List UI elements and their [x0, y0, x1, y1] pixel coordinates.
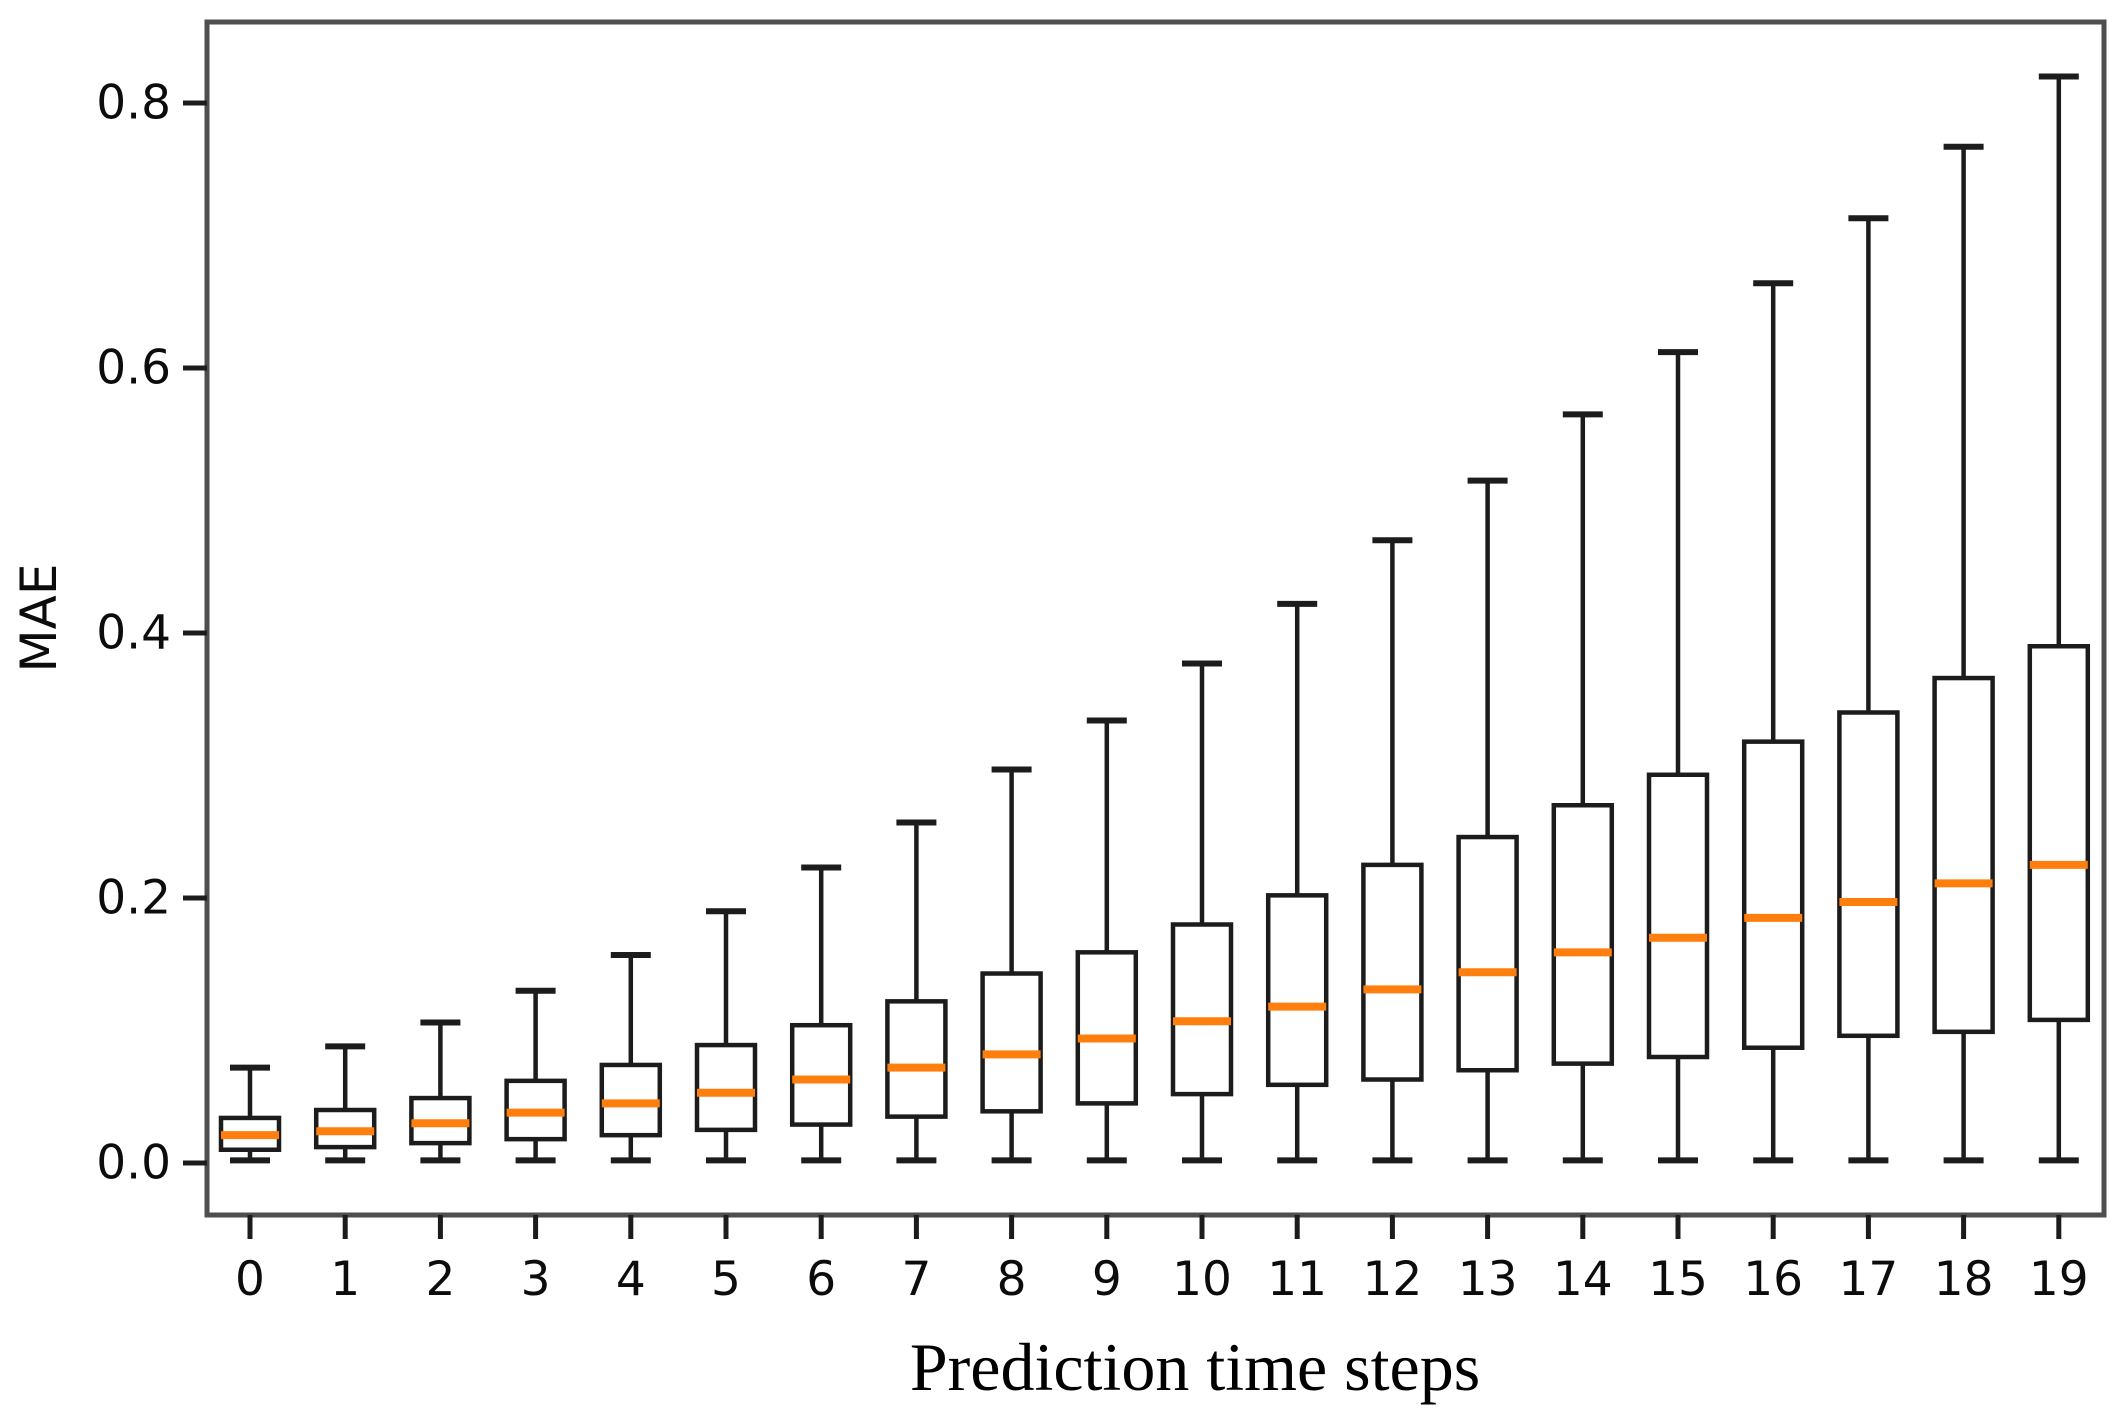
x-tick-label: 0: [235, 1252, 265, 1307]
x-tick-label: 2: [425, 1252, 455, 1307]
boxplot-step-8: [980, 766, 1043, 1164]
x-tick-label: 1: [330, 1252, 360, 1307]
iqr-box: [1646, 772, 1710, 1060]
boxplot-step-5: [694, 908, 758, 1164]
iqr-box: [1361, 862, 1424, 1082]
y-tick-label: 0.0: [96, 1136, 171, 1191]
x-tick-label: 9: [1092, 1252, 1122, 1307]
x-tick-label: 8: [997, 1252, 1027, 1307]
x-tick-label: 17: [1838, 1252, 1898, 1307]
x-tick-label: 5: [711, 1252, 741, 1307]
boxplot-step-19: [2027, 73, 2091, 1164]
y-tick-label: 0.6: [96, 341, 171, 396]
boxplot-step-11: [1265, 600, 1329, 1164]
boxplot-step-15: [1646, 349, 1710, 1164]
iqr-box: [1932, 675, 1995, 1035]
x-tick-label: 4: [616, 1252, 646, 1307]
iqr-box: [1551, 803, 1615, 1066]
x-axis-label: Prediction time steps: [910, 1329, 1480, 1405]
x-tick-label: 12: [1362, 1252, 1422, 1307]
boxplot-step-13: [1456, 477, 1519, 1164]
iqr-box: [1837, 710, 1900, 1039]
plot-area: 0.00.20.40.60.80 1 2 3 4 5 6 7 8 9 10 11 12 13 14 15 16 1…: [96, 19, 2107, 1307]
y-tick-label: 0.8: [96, 76, 171, 131]
x-tick-label: 14: [1553, 1252, 1613, 1307]
boxplot-step-4: [599, 951, 663, 1164]
x-tick-label: 18: [1934, 1252, 1994, 1307]
boxplot-step-18: [1932, 143, 1995, 1164]
boxplot-step-6: [789, 864, 853, 1164]
iqr-box: [2027, 644, 2091, 1023]
iqr-box: [1265, 893, 1329, 1088]
iqr-box: [1456, 834, 1519, 1073]
iqr-box: [694, 1042, 758, 1133]
iqr-box: [1170, 922, 1234, 1097]
boxplot-step-0: [218, 1064, 282, 1164]
y-tick-label: 0.4: [96, 606, 171, 661]
x-tick-label: 13: [1458, 1252, 1518, 1307]
iqr-box: [789, 1022, 853, 1127]
x-tick-label: 6: [806, 1252, 836, 1307]
x-tick-label: 16: [1743, 1252, 1803, 1307]
boxplot-step-9: [1075, 717, 1139, 1164]
boxplot-step-16: [1741, 280, 1805, 1164]
iqr-box: [885, 999, 948, 1119]
y-axis-label: MAE: [10, 564, 68, 673]
boxplot-step-12: [1361, 537, 1424, 1164]
boxplot-step-14: [1551, 411, 1615, 1164]
boxplot-step-3: [504, 987, 567, 1164]
boxplot-step-7: [885, 819, 948, 1164]
iqr-box: [1075, 950, 1139, 1106]
boxplot-step-1: [313, 1043, 377, 1164]
iqr-box: [1741, 739, 1805, 1050]
x-tick-label: 7: [901, 1252, 931, 1307]
x-tick-label: 11: [1267, 1252, 1327, 1307]
y-tick-label: 0.2: [96, 871, 171, 926]
iqr-box: [980, 971, 1043, 1114]
axes-frame: [204, 19, 2107, 1218]
boxplot-step-10: [1170, 660, 1234, 1164]
boxplot-step-2: [409, 1019, 472, 1164]
x-tick-label: 10: [1172, 1252, 1232, 1307]
x-tick-label: 15: [1648, 1252, 1708, 1307]
x-tick-label: 19: [2029, 1252, 2089, 1307]
boxplot-step-17: [1837, 215, 1900, 1164]
x-tick-label: 3: [521, 1252, 551, 1307]
